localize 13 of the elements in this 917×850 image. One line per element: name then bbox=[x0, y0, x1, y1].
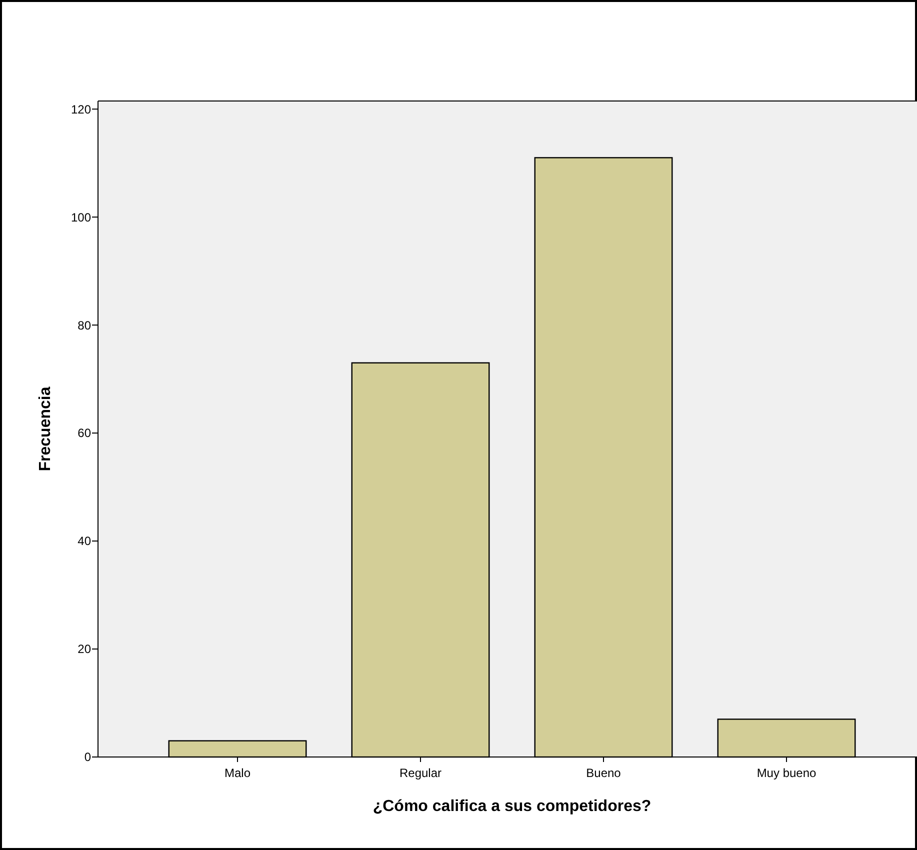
y-tick-label: 20 bbox=[78, 642, 92, 656]
y-tick-label: 40 bbox=[78, 534, 92, 548]
y-tick-label: 0 bbox=[84, 750, 92, 764]
y-tick-label: 80 bbox=[78, 318, 92, 332]
y-tick-label: 120 bbox=[70, 102, 92, 116]
y-tick-label: 100 bbox=[70, 210, 92, 224]
y-axis-title: Frecuencia bbox=[37, 386, 54, 472]
x-tick-label: Bueno bbox=[586, 766, 622, 780]
x-tick-label: Malo bbox=[224, 766, 251, 780]
x-tick-label: Regular bbox=[399, 766, 442, 780]
x-axis-title: ¿Cómo califica a sus competidores? bbox=[372, 798, 652, 815]
x-tick-label: Muy bueno bbox=[756, 766, 817, 780]
y-tick-label: 60 bbox=[78, 426, 92, 440]
